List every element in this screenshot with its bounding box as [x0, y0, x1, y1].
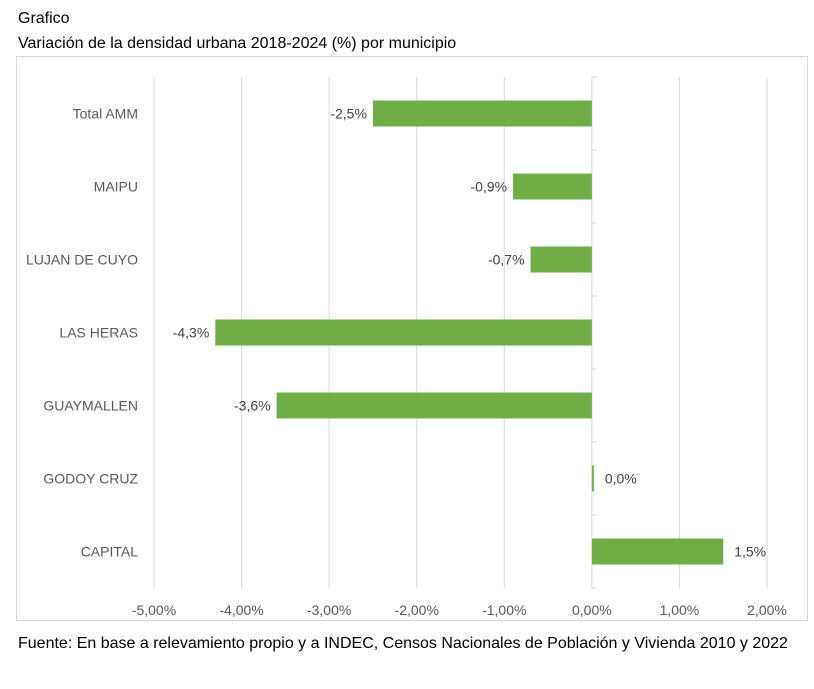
category-label: MAIPU	[94, 179, 138, 195]
data-label: 0,0%	[605, 471, 637, 487]
x-tick-labels: -5,00% -4,00% -3,00% -2,00% -1,00% 0,00% 1,00%…	[132, 602, 787, 618]
data-labels: -2,5% -0,9% -0,7% -4,3% -3,6% 0,0% 1,5%	[173, 106, 766, 560]
category-label: GODOY CRUZ	[43, 471, 138, 487]
source-note: Fuente: En base a relevamiento propio y …	[18, 635, 788, 652]
data-label: -2,5%	[330, 106, 367, 122]
bar	[513, 173, 592, 200]
data-label: 1,5%	[734, 544, 766, 560]
bar	[591, 538, 724, 565]
category-label: LUJAN DE CUYO	[26, 252, 138, 268]
bar	[215, 319, 592, 346]
category-label: GUAYMALLEN	[43, 398, 138, 414]
bar	[591, 465, 594, 492]
chart-label: Grafico	[18, 10, 70, 27]
chart-title: Variación de la densidad urbana 2018-202…	[18, 35, 457, 52]
bar	[276, 392, 592, 419]
x-tick-label: 1,00%	[660, 602, 700, 618]
data-label: -0,7%	[488, 252, 525, 268]
x-tick-label: -5,00%	[132, 602, 176, 618]
data-label: -0,9%	[470, 179, 507, 195]
category-label: CAPITAL	[81, 544, 139, 560]
x-tick-label: -2,00%	[395, 602, 439, 618]
category-label: LAS HERAS	[59, 325, 138, 341]
chart-area: -2,5% -0,9% -0,7% -4,3% -3,6% 0,0% 1,5% Total …	[16, 56, 808, 621]
x-tick-label: -3,00%	[307, 602, 351, 618]
x-tick-label: -4,00%	[219, 602, 263, 618]
bar-chart: -2,5% -0,9% -0,7% -4,3% -3,6% 0,0% 1,5% Total …	[26, 76, 787, 618]
category-axis	[591, 76, 597, 589]
bars	[215, 100, 724, 565]
bar	[530, 246, 592, 273]
category-labels: Total AMM MAIPU LUJAN DE CUYO LAS HERAS GUAY…	[26, 106, 138, 560]
x-tick-label: -1,00%	[482, 602, 526, 618]
x-tick-label: 0,00%	[572, 602, 612, 618]
data-label: -4,3%	[173, 325, 210, 341]
x-tick-label: 2,00%	[747, 602, 787, 618]
category-label: Total AMM	[73, 106, 138, 122]
data-label: -3,6%	[234, 398, 271, 414]
bar	[372, 100, 592, 127]
